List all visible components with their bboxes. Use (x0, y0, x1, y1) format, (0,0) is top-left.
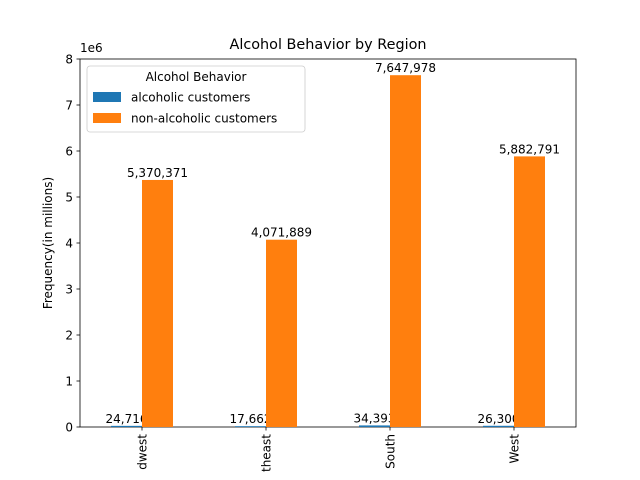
y-offset-label: 1e6 (80, 41, 103, 55)
bar-value-label: 34,393 (354, 411, 396, 425)
y-tick-label: 7 (65, 99, 73, 113)
x-tick-label: theast (260, 434, 274, 472)
bar-value-label: 24,716 (106, 412, 148, 426)
y-tick-label: 4 (65, 237, 73, 251)
bar-alcoholic-customers (111, 425, 142, 427)
y-tick-label: 1 (65, 375, 73, 389)
bar-value-label: 5,370,371 (127, 166, 188, 180)
bar-value-label: 5,882,791 (499, 142, 560, 156)
y-tick-label: 5 (65, 191, 73, 205)
x-tick-label: South (384, 434, 398, 469)
y-tick-label: 3 (65, 283, 73, 297)
y-tick-label: 8 (65, 53, 73, 67)
legend-swatch (93, 92, 121, 102)
y-axis-label: Frequency(in millions) (41, 177, 55, 309)
legend-swatch (93, 113, 121, 123)
y-tick-label: 0 (65, 421, 73, 435)
legend-label: non-alcoholic customers (131, 112, 277, 126)
legend-label: alcoholic customers (131, 91, 250, 105)
chart-title: Alcohol Behavior by Region (229, 37, 426, 53)
bar-value-label: 17,662 (230, 412, 272, 426)
bar-non-alcoholic-customers (266, 239, 297, 427)
y-tick-label: 6 (65, 145, 73, 159)
legend: Alcohol Behavior alcoholic customers non-a… (86, 65, 306, 133)
bar-alcoholic-customers (483, 425, 514, 427)
bar-value-label: 26,300 (478, 412, 520, 426)
bar-non-alcoholic-customers (142, 179, 173, 427)
bar-value-label: 4,071,889 (251, 226, 312, 240)
y-tick-label: 2 (65, 329, 73, 343)
bar-non-alcoholic-customers (390, 75, 421, 428)
bar-alcoholic-customers (235, 426, 266, 427)
bar-non-alcoholic-customers (514, 156, 545, 428)
bar-value-label: 7,647,978 (375, 61, 436, 75)
bar-alcoholic-customers (359, 425, 390, 427)
plot-area: 0 1 2 3 4 5 6 7 8 dwest 24,716 5,370,371 theast 17,66… (65, 53, 577, 472)
x-tick-label: dwest (136, 434, 150, 470)
legend-box (86, 65, 306, 133)
legend-title: Alcohol Behavior (146, 70, 247, 84)
x-tick-label: West (508, 434, 522, 464)
